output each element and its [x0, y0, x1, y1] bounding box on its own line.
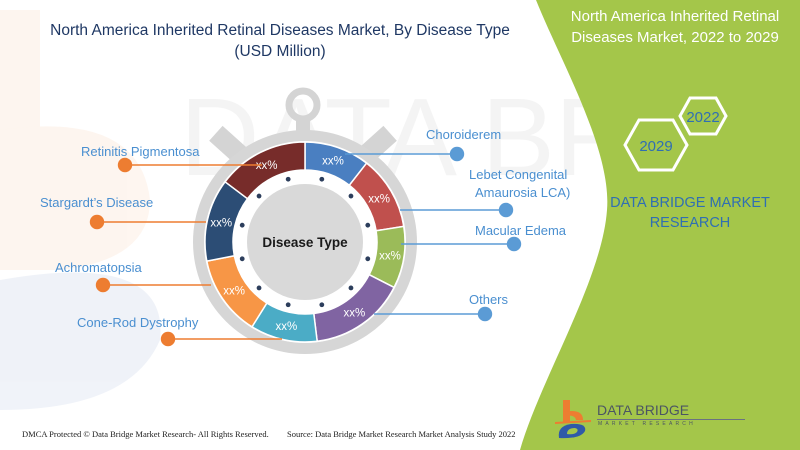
tick-dots: [239, 176, 371, 308]
tick-dot: [365, 222, 371, 228]
hexagon-2022: [678, 96, 728, 136]
footer-source: Source: Data Bridge Market Research Mark…: [287, 429, 516, 439]
segment-percent: xx%: [210, 218, 232, 230]
tick-dot: [256, 193, 262, 199]
stargardt-dot: [89, 214, 105, 230]
tick-dot: [319, 176, 325, 182]
tick-dot: [256, 285, 262, 291]
logo-divider: [597, 419, 745, 420]
label-cone-rod-dystrophy: Cone-Rod Dystrophy: [77, 315, 199, 330]
lebet-dot: [498, 202, 514, 218]
tick-dot: [348, 285, 354, 291]
segment-percent: xx%: [276, 321, 298, 333]
segment-percent: xx%: [379, 250, 401, 262]
brand-line1: DATA BRIDGE MARKET: [610, 195, 770, 211]
footer-copyright: DMCA Protected © Data Bridge Market Rese…: [22, 429, 269, 439]
panel-title-line2: Diseases Market, 2022 to 2029: [571, 29, 779, 46]
segment-percent: xx%: [343, 307, 365, 319]
tick-dot: [285, 302, 291, 308]
side-panel-background: [520, 0, 800, 450]
macular-dot: [506, 236, 522, 252]
watermark-logo: [0, 10, 161, 410]
chart-title: North America Inherited Retinal Diseases…: [40, 20, 520, 62]
left-connectors: [89, 157, 282, 347]
others-dot: [477, 306, 493, 322]
hexagon-2029: [623, 118, 689, 172]
brand-line2: RESEARCH: [649, 215, 731, 231]
label-retinitis-pigmentosa: Retinitis Pigmentosa: [81, 144, 200, 159]
hexagon-2029-label: 2029: [639, 138, 672, 155]
data-bridge-logo-icon: [555, 400, 591, 439]
tick-dot: [319, 302, 325, 308]
label-others: Others: [469, 292, 509, 307]
tick-dot: [285, 176, 291, 182]
label-choroiderem: Choroiderem: [426, 127, 502, 142]
label-lebet-line1: Lebet Congenital: [469, 167, 568, 182]
segment-percent: xx%: [368, 193, 390, 205]
cone-rod-dot: [160, 331, 176, 347]
label-stargardts-disease: Stargardt’s Disease: [40, 195, 154, 210]
segment-percent-labels: xx% xx% xx% xx% xx% xx% xx% xx%: [210, 156, 400, 333]
right-connectors: [345, 146, 522, 322]
chart-title-line1: North America Inherited Retinal Diseases…: [50, 22, 510, 39]
choroiderem-dot: [449, 146, 465, 162]
segment-percent: xx%: [223, 286, 245, 298]
logo-name: DATA BRIDGE: [597, 402, 690, 418]
label-lebet-line2: Amaurosia LCA): [475, 185, 571, 200]
center-label: Disease Type: [262, 235, 348, 250]
retinitis-dot: [117, 157, 133, 173]
achromatopsia-dot: [95, 277, 111, 293]
label-achromatopsia: Achromatopsia: [55, 260, 142, 275]
tick-dot: [239, 222, 245, 228]
panel-title: North America Inherited Retinal Diseases…: [560, 6, 790, 48]
tick-dot: [348, 193, 354, 199]
year-hexagons: 2022 2029: [623, 96, 728, 172]
panel-title-line1: North America Inherited Retinal: [570, 8, 780, 25]
logo-subtitle: MARKET RESEARCH: [598, 421, 696, 427]
label-macular-edema: Macular Edema: [475, 223, 567, 238]
hexagon-2022-label: 2022: [686, 109, 719, 126]
tick-dot: [365, 256, 371, 262]
stopwatch-crown: [285, 87, 321, 123]
brand-text: DATA BRIDGE MARKET RESEARCH: [600, 193, 780, 233]
center-circle: [247, 184, 363, 300]
segment-percent: xx%: [322, 156, 344, 168]
chart-title-line2: (USD Million): [234, 43, 326, 60]
tick-dot: [239, 256, 245, 262]
segment-percent: xx%: [256, 160, 278, 172]
